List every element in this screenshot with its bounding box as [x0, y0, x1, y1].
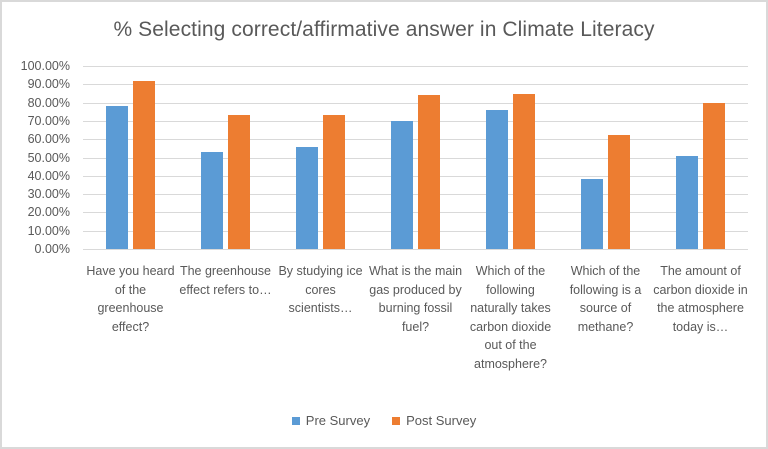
- gridline: [83, 158, 748, 159]
- chart-title: % Selecting correct/affirmative answer i…: [113, 18, 655, 41]
- bar-post-survey[interactable]: [513, 94, 535, 249]
- gridline: [83, 121, 748, 122]
- gridline: [83, 66, 748, 67]
- y-tick-label: 50.00%: [27, 151, 70, 165]
- y-tick-label: 90.00%: [27, 77, 70, 91]
- bar-post-survey[interactable]: [323, 115, 345, 249]
- bar-pre-survey[interactable]: [296, 147, 318, 249]
- bar-pre-survey[interactable]: [391, 121, 413, 249]
- legend-swatch-post: [392, 416, 401, 425]
- gridline: [83, 212, 748, 213]
- x-category-label: What is the main gas produced by burning…: [368, 264, 463, 334]
- y-tick-label: 40.00%: [27, 169, 70, 183]
- x-category-label: Which of the following naturally takes c…: [469, 264, 552, 371]
- gridline: [83, 249, 748, 250]
- gridline: [83, 176, 748, 177]
- y-tick-label: 100.00%: [20, 59, 70, 73]
- y-tick-label: 10.00%: [27, 224, 70, 238]
- gridline: [83, 139, 748, 140]
- x-category-label: The greenhouse effect refers to…: [179, 264, 272, 297]
- gridline: [83, 84, 748, 85]
- chart-legend: Pre Survey Post Survey: [0, 413, 768, 428]
- bar-post-survey[interactable]: [133, 81, 155, 249]
- x-category-label: By studying ice cores scientists…: [278, 264, 363, 315]
- legend-item-pre[interactable]: Pre Survey: [291, 413, 371, 428]
- legend-item-post[interactable]: Post Survey: [392, 413, 476, 428]
- bar-post-survey[interactable]: [608, 135, 630, 249]
- y-tick-label: 60.00%: [27, 132, 70, 146]
- y-tick-label: 80.00%: [27, 96, 70, 110]
- gridline: [83, 194, 748, 195]
- legend-label-post: Post Survey: [406, 413, 477, 428]
- bar-post-survey[interactable]: [228, 115, 250, 249]
- bar-pre-survey[interactable]: [676, 156, 698, 249]
- legend-swatch-pre: [291, 416, 300, 425]
- legend-label-pre: Pre Survey: [305, 413, 371, 428]
- x-category-label: Which of the following is a source of me…: [569, 264, 642, 334]
- bar-post-survey[interactable]: [418, 95, 440, 249]
- gridline: [83, 103, 748, 104]
- bar-post-survey[interactable]: [703, 103, 725, 249]
- y-tick-label: 20.00%: [27, 205, 70, 219]
- x-category-label: Have you heard of the greenhouse effect?: [86, 264, 175, 334]
- bar-pre-survey[interactable]: [106, 106, 128, 249]
- y-tick-label: 30.00%: [27, 187, 70, 201]
- gridline: [83, 231, 748, 232]
- y-tick-label: 70.00%: [27, 114, 70, 128]
- bar-pre-survey[interactable]: [486, 110, 508, 249]
- bar-pre-survey[interactable]: [201, 152, 223, 249]
- y-tick-label: 0.00%: [34, 242, 70, 256]
- bar-pre-survey[interactable]: [581, 179, 603, 249]
- x-category-label: The amount of carbon dioxide in the atmo…: [653, 264, 748, 334]
